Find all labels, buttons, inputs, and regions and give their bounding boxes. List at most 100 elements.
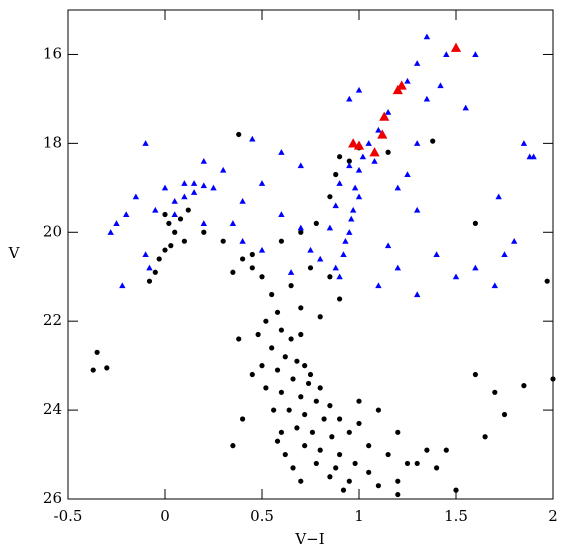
point — [313, 460, 319, 467]
point — [239, 197, 246, 204]
point — [171, 211, 178, 218]
point — [123, 211, 130, 218]
point — [230, 443, 236, 449]
point — [472, 51, 479, 58]
point — [286, 407, 292, 413]
point — [346, 429, 352, 435]
point — [385, 149, 391, 155]
point — [259, 274, 265, 280]
point — [355, 193, 363, 200]
point — [240, 256, 246, 262]
point — [495, 193, 502, 200]
point — [530, 153, 537, 160]
point — [298, 394, 304, 400]
point — [307, 371, 314, 378]
point — [371, 157, 378, 164]
point — [309, 429, 316, 435]
point — [181, 238, 187, 244]
point — [414, 60, 421, 66]
point — [200, 220, 207, 226]
point — [346, 229, 353, 235]
point — [424, 447, 430, 453]
point — [550, 376, 556, 382]
point — [297, 162, 304, 169]
point — [443, 447, 449, 453]
point — [452, 273, 460, 280]
point — [348, 215, 355, 222]
point — [414, 291, 421, 298]
point — [307, 246, 314, 253]
point — [414, 206, 421, 213]
point — [156, 256, 162, 262]
point — [356, 420, 362, 427]
point — [290, 465, 296, 471]
point — [336, 180, 343, 186]
point — [333, 171, 339, 178]
point — [249, 265, 255, 271]
point — [162, 211, 168, 218]
point — [298, 305, 304, 311]
point — [132, 193, 140, 200]
point — [544, 278, 550, 284]
point — [146, 278, 153, 284]
point — [259, 363, 265, 369]
point — [327, 474, 333, 480]
point — [404, 171, 411, 178]
point — [384, 109, 392, 115]
point — [249, 371, 255, 378]
point — [258, 180, 266, 186]
point — [274, 367, 281, 373]
point — [181, 180, 188, 186]
point — [220, 238, 226, 244]
point — [501, 251, 508, 258]
point — [201, 229, 207, 235]
y-tick-label: 22 — [43, 311, 62, 329]
point — [443, 51, 450, 58]
point — [278, 327, 284, 333]
point — [472, 371, 478, 378]
point — [249, 251, 255, 258]
point — [437, 82, 444, 89]
point — [282, 354, 288, 360]
point — [348, 138, 359, 148]
point — [152, 269, 158, 275]
point — [366, 469, 372, 475]
point — [297, 224, 304, 231]
point — [161, 184, 169, 191]
point — [433, 251, 440, 258]
point — [190, 180, 198, 186]
point — [313, 220, 319, 226]
point — [356, 398, 362, 404]
point — [269, 345, 275, 351]
x-tick-label: 0.5 — [250, 507, 274, 525]
plot-frame — [67, 9, 554, 500]
point — [396, 80, 407, 90]
point — [317, 314, 323, 320]
point — [414, 140, 421, 146]
point — [255, 331, 261, 338]
point — [274, 309, 281, 315]
point — [210, 184, 217, 191]
point — [404, 77, 411, 84]
point — [342, 237, 349, 244]
point — [240, 416, 246, 422]
point — [329, 434, 335, 440]
y-tick-label: 26 — [43, 489, 62, 507]
point — [200, 157, 207, 164]
point — [453, 487, 459, 493]
point — [239, 237, 246, 244]
point — [395, 491, 401, 498]
point — [472, 264, 479, 271]
point — [172, 229, 178, 235]
point — [287, 269, 295, 275]
point — [313, 398, 319, 404]
point — [332, 202, 339, 209]
point — [404, 460, 411, 467]
point — [104, 365, 110, 371]
point — [166, 220, 172, 226]
point — [317, 385, 323, 391]
point — [394, 264, 401, 271]
point — [274, 438, 281, 444]
point — [337, 451, 343, 458]
